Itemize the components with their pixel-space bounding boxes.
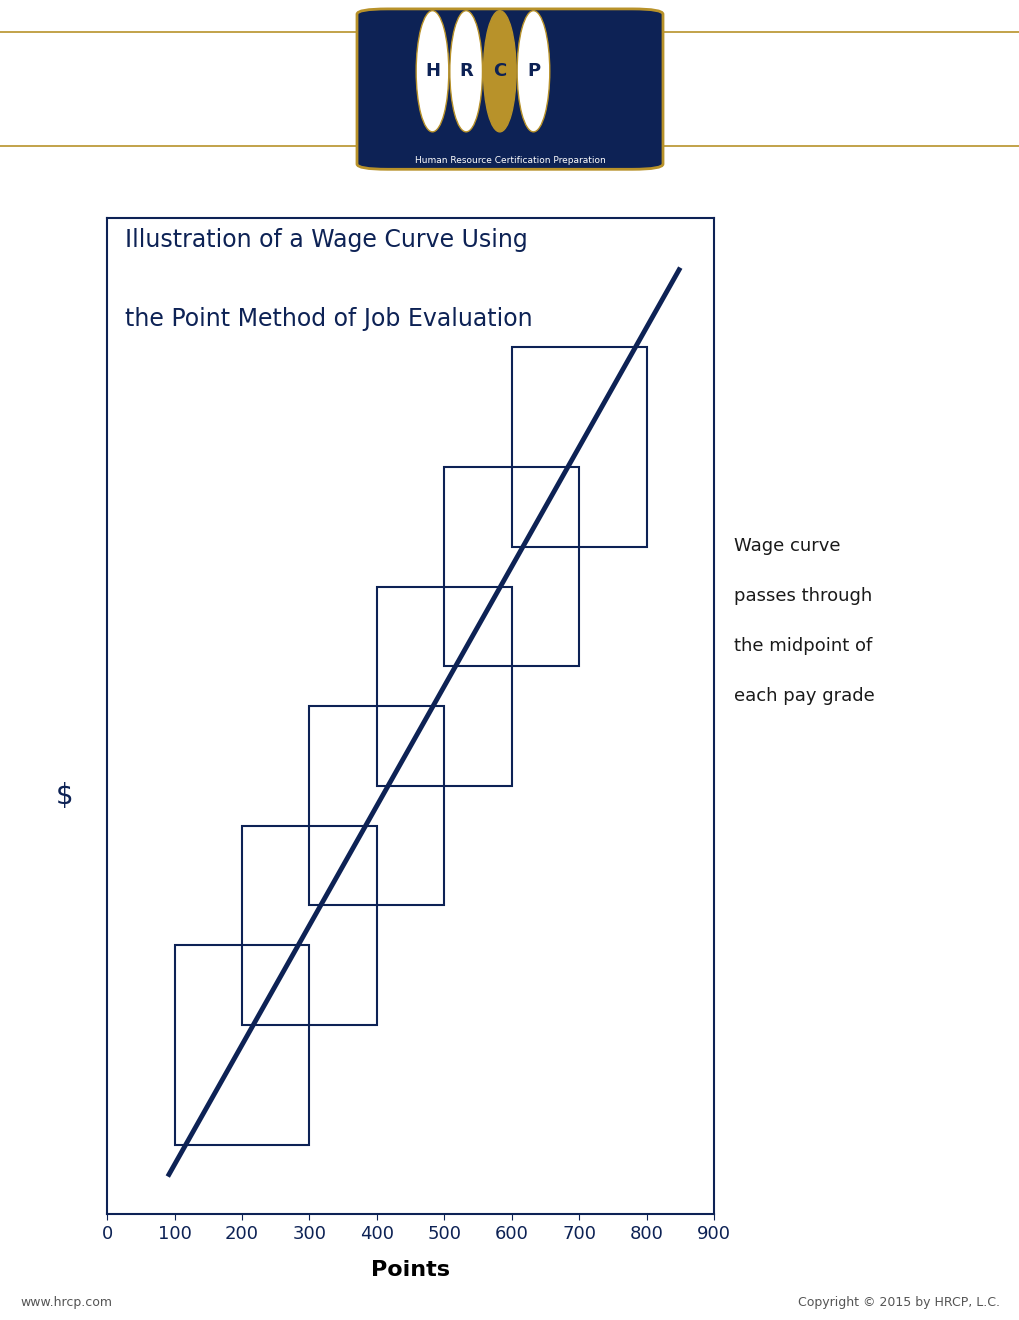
Text: Illustration of a Wage Curve Using: Illustration of a Wage Curve Using	[125, 228, 528, 252]
Text: Copyright © 2015 by HRCP, L.C.: Copyright © 2015 by HRCP, L.C.	[797, 1296, 999, 1309]
Ellipse shape	[483, 11, 516, 132]
Text: Human Resource Certification Preparation: Human Resource Certification Preparation	[414, 156, 605, 165]
Bar	[174, 945, 309, 1144]
Text: P: P	[527, 62, 539, 81]
Ellipse shape	[449, 11, 482, 132]
Bar	[512, 347, 646, 546]
Ellipse shape	[517, 11, 549, 132]
Bar	[444, 467, 579, 667]
Text: passes through: passes through	[734, 587, 872, 605]
Bar	[309, 706, 444, 906]
Text: the midpoint of: the midpoint of	[734, 638, 872, 655]
FancyBboxPatch shape	[357, 9, 662, 169]
Text: www.hrcp.com: www.hrcp.com	[20, 1296, 112, 1309]
Text: R: R	[459, 62, 473, 81]
Bar	[242, 826, 376, 1026]
Bar	[376, 586, 512, 785]
Text: the Point Method of Job Evaluation: the Point Method of Job Evaluation	[125, 308, 532, 331]
Text: each pay grade: each pay grade	[734, 688, 874, 705]
Text: C: C	[493, 62, 505, 81]
Text: H: H	[425, 62, 439, 81]
Text: Wage curve: Wage curve	[734, 537, 840, 554]
Text: $: $	[56, 781, 73, 810]
Text: Points: Points	[371, 1259, 449, 1280]
Ellipse shape	[416, 11, 448, 132]
